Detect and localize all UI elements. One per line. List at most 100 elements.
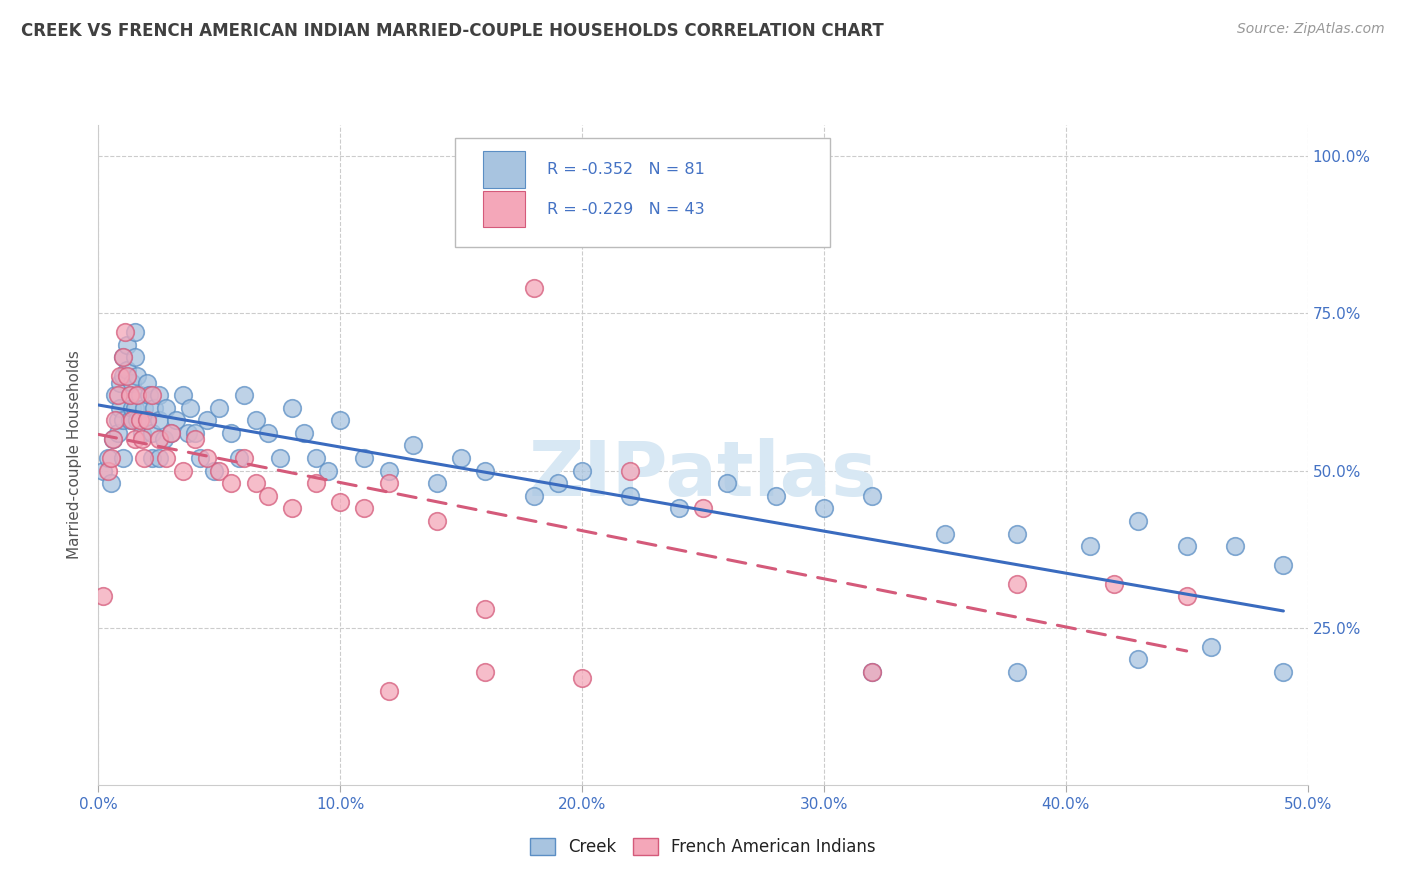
Text: R = -0.229   N = 43: R = -0.229 N = 43 [547,202,704,217]
Point [91,590,114,604]
Point [474,464,496,478]
Point [172,388,194,402]
Point [716,476,738,491]
Point [124,351,146,365]
Point [1007,576,1029,591]
Point [1175,590,1198,604]
Point [523,281,546,295]
Point [135,413,157,427]
Point [619,464,641,478]
Text: CREEK VS FRENCH AMERICAN INDIAN MARRIED-COUPLE HOUSEHOLDS CORRELATION CHART: CREEK VS FRENCH AMERICAN INDIAN MARRIED-… [21,22,884,40]
FancyBboxPatch shape [482,191,526,227]
Y-axis label: Married-couple Households: Married-couple Households [67,351,83,559]
Point [108,401,131,415]
Point [121,401,143,415]
Point [1128,652,1150,666]
Point [108,369,131,384]
Point [172,464,194,478]
Point [316,464,339,478]
Point [107,425,129,440]
Point [117,363,139,377]
Point [121,413,143,427]
Point [208,401,231,415]
Point [292,425,315,440]
Point [377,683,399,698]
Point [135,376,157,390]
Point [131,425,153,440]
Point [281,501,304,516]
Point [221,425,243,440]
Legend: Creek, French American Indians: Creek, French American Indians [523,831,883,863]
Point [256,425,278,440]
Point [111,351,134,365]
Point [188,451,211,466]
Point [184,432,207,446]
Point [571,671,593,685]
Point [450,451,472,466]
Point [127,388,149,402]
Point [245,476,267,491]
Point [305,451,328,466]
Point [107,388,129,402]
Point [402,438,425,452]
Point [104,388,127,402]
Point [1128,514,1150,528]
Point [127,369,149,384]
Point [619,489,641,503]
Point [195,451,218,466]
Point [141,451,163,466]
Point [108,376,131,390]
Text: Source: ZipAtlas.com: Source: ZipAtlas.com [1237,22,1385,37]
Point [114,326,136,340]
Point [101,432,124,446]
Point [152,432,174,446]
Point [118,388,141,402]
Point [148,432,170,446]
Point [117,369,139,384]
Point [97,451,120,466]
Point [127,413,149,427]
Point [101,432,124,446]
Point [281,401,304,415]
Point [155,451,177,466]
Point [256,489,278,503]
Point [228,451,250,466]
Point [160,425,183,440]
Point [107,413,129,427]
Point [124,401,146,415]
Point [426,514,449,528]
Point [1199,640,1222,654]
Point [1102,576,1125,591]
Point [353,501,375,516]
Point [121,376,143,390]
Point [135,413,157,427]
Point [160,425,183,440]
Point [100,451,122,466]
Text: ZIPatlas: ZIPatlas [529,438,877,512]
Point [860,665,883,679]
Point [1223,539,1246,553]
Point [143,401,166,415]
Point [97,464,120,478]
Point [571,464,593,478]
Point [860,489,883,503]
Point [269,451,291,466]
Point [141,425,163,440]
Point [208,464,231,478]
Point [124,326,146,340]
Point [100,476,122,491]
FancyBboxPatch shape [456,138,830,247]
Point [329,413,352,427]
Point [118,413,141,427]
Point [221,476,243,491]
Point [329,495,352,509]
FancyBboxPatch shape [482,152,526,187]
Point [148,388,170,402]
Point [204,464,226,478]
Point [813,501,835,516]
Point [195,413,218,427]
Point [547,476,569,491]
Point [1175,539,1198,553]
Point [1078,539,1101,553]
Point [1007,665,1029,679]
